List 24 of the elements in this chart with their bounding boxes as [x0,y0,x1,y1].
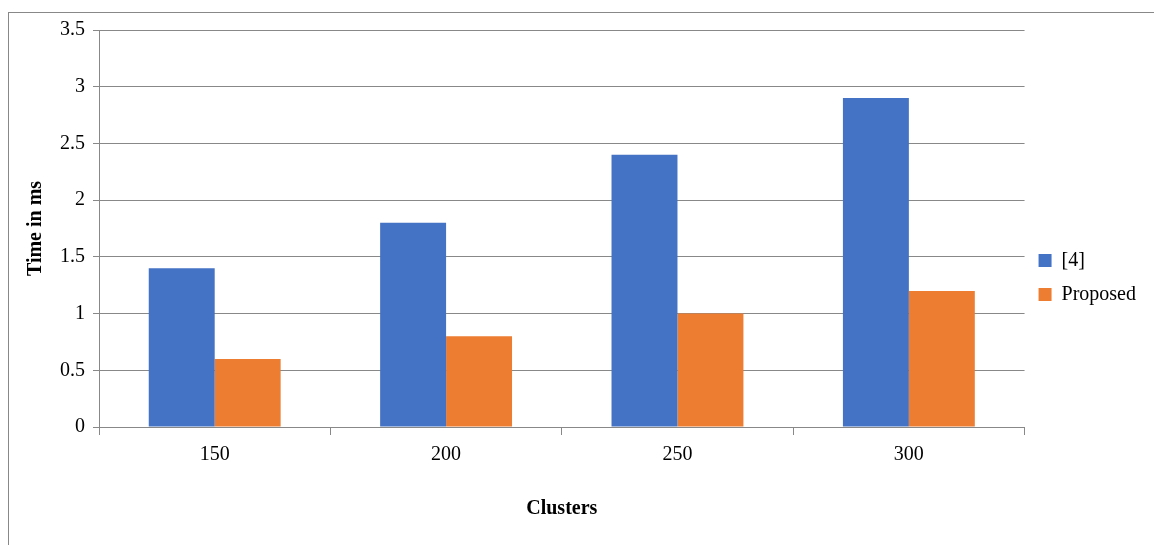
legend-label: [4] [1061,247,1085,270]
bar [380,222,447,427]
y-tick-label: 0 [75,414,85,437]
bar [446,336,513,427]
y-tick-label: 2 [75,187,85,210]
bar [908,290,975,427]
x-axis-title: Clusters [526,496,598,519]
bar [611,154,678,427]
x-tick-label: 300 [893,442,924,465]
bar [148,268,215,427]
x-tick-label: 250 [662,442,693,465]
y-tick-label: 1 [75,300,85,323]
legend-label: Proposed [1061,281,1137,305]
y-tick-label: 0.5 [60,357,85,380]
y-tick-label: 3 [75,73,85,96]
y-axis-title: Time in ms [23,180,46,277]
y-tick-label: 2.5 [60,130,85,153]
bar [214,358,281,427]
x-tick-label: 200 [431,442,462,465]
y-tick-label: 1.5 [60,244,85,267]
x-tick-label: 150 [199,442,230,465]
bar [842,98,909,427]
bar [677,313,744,427]
y-tick-label: 3.5 [60,17,85,40]
